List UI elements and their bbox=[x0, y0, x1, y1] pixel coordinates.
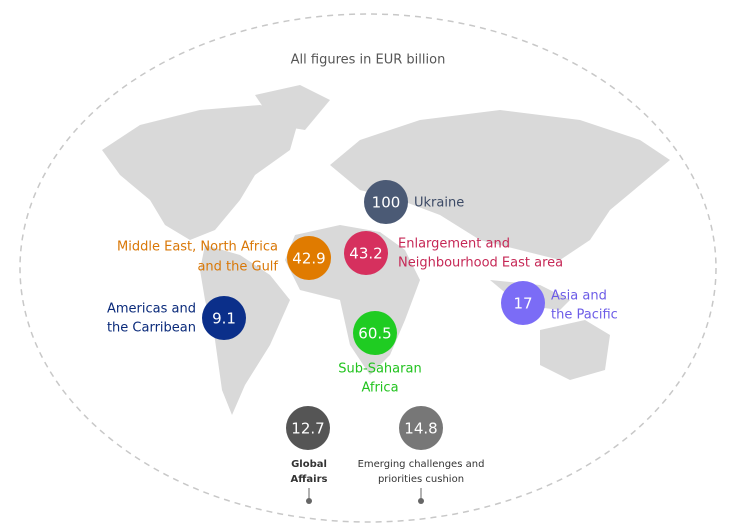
region-value: 42.9 bbox=[292, 250, 325, 268]
region-label: Sub-Saharan bbox=[338, 362, 421, 377]
region-label: the Pacific bbox=[551, 308, 618, 323]
region-value: 17 bbox=[513, 295, 532, 313]
region-label: priorities cushion bbox=[378, 474, 464, 485]
region-label: Affairs bbox=[291, 474, 328, 485]
region-circle bbox=[501, 281, 545, 325]
region-label: Africa bbox=[361, 381, 398, 396]
title: All figures in EUR billion bbox=[291, 53, 446, 68]
region-value: 60.5 bbox=[358, 325, 391, 343]
region-value: 9.1 bbox=[212, 310, 236, 328]
region-label: Asia and bbox=[551, 289, 607, 304]
pin-dot bbox=[418, 498, 424, 504]
region-circle bbox=[364, 180, 408, 224]
region-value: 43.2 bbox=[349, 245, 382, 263]
frame bbox=[19, 13, 717, 523]
region-label: Ukraine bbox=[414, 196, 464, 211]
region-circle bbox=[287, 236, 331, 280]
region-circle bbox=[202, 296, 246, 340]
region-circle bbox=[344, 231, 388, 275]
region-label: Americas and bbox=[107, 302, 196, 317]
region-circle bbox=[399, 406, 443, 450]
pin-dot bbox=[306, 498, 312, 504]
region-label: Global bbox=[291, 459, 327, 470]
region-label: Enlargement and bbox=[398, 237, 510, 252]
region-value: 14.8 bbox=[404, 420, 437, 438]
region-label: Emerging challenges and bbox=[358, 459, 485, 470]
region-label: Neighbourhood East area bbox=[398, 256, 563, 271]
region-label: the Carribean bbox=[107, 321, 196, 336]
region-label: and the Gulf bbox=[197, 260, 278, 275]
region-circle bbox=[353, 311, 397, 355]
region-value: 12.7 bbox=[291, 420, 324, 438]
world-map bbox=[102, 85, 670, 415]
region-circle bbox=[286, 406, 330, 450]
region-label: Middle East, North Africa bbox=[117, 240, 278, 255]
region-value: 100 bbox=[372, 194, 401, 212]
